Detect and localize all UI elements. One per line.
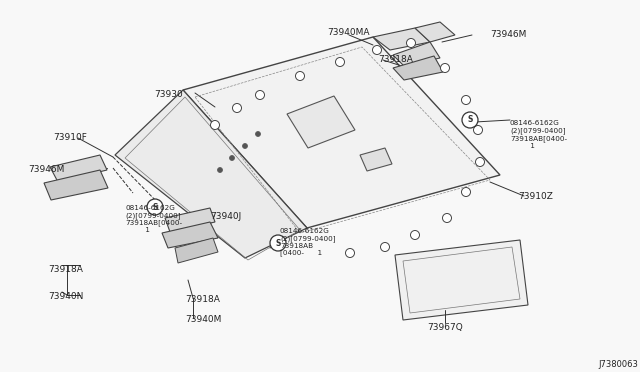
Text: 73918A: 73918A xyxy=(378,55,413,64)
Circle shape xyxy=(211,121,220,129)
Polygon shape xyxy=(50,155,107,182)
Text: 73930: 73930 xyxy=(154,90,183,99)
Polygon shape xyxy=(395,240,528,320)
Polygon shape xyxy=(44,170,108,200)
Text: 73940N: 73940N xyxy=(48,292,83,301)
Polygon shape xyxy=(373,28,430,50)
Text: S: S xyxy=(152,202,157,212)
Text: 08146-6162G
(2)[0799-0400]
73918AB[0400-
         1: 08146-6162G (2)[0799-0400] 73918AB[0400-… xyxy=(510,120,567,148)
Circle shape xyxy=(461,96,470,105)
Text: 73946M: 73946M xyxy=(490,30,526,39)
Text: 73967Q: 73967Q xyxy=(427,323,463,332)
Circle shape xyxy=(440,64,449,73)
Circle shape xyxy=(474,125,483,135)
Polygon shape xyxy=(165,208,215,232)
Text: 73940MA: 73940MA xyxy=(327,28,369,37)
Circle shape xyxy=(296,71,305,80)
Polygon shape xyxy=(393,56,443,80)
Text: 73946M: 73946M xyxy=(28,165,65,174)
Text: 73918A: 73918A xyxy=(48,265,83,274)
Circle shape xyxy=(255,90,264,99)
Text: 73940M: 73940M xyxy=(185,315,221,324)
Circle shape xyxy=(270,235,286,251)
Circle shape xyxy=(147,199,163,215)
Polygon shape xyxy=(183,37,500,228)
Polygon shape xyxy=(415,22,455,42)
Text: 73910Z: 73910Z xyxy=(518,192,553,201)
Circle shape xyxy=(410,231,419,240)
Polygon shape xyxy=(115,90,307,258)
Circle shape xyxy=(255,131,260,137)
Text: J7380063: J7380063 xyxy=(598,360,638,369)
Circle shape xyxy=(406,38,415,48)
Text: S: S xyxy=(275,238,281,247)
Circle shape xyxy=(442,214,451,222)
Circle shape xyxy=(232,103,241,112)
Text: 08146-6162G
(2)[0799-0400]
73918AB[0400-
         1: 08146-6162G (2)[0799-0400] 73918AB[0400-… xyxy=(125,205,182,234)
Circle shape xyxy=(461,187,470,196)
Text: 73918A: 73918A xyxy=(185,295,220,304)
Text: 08146-6162G
(2)[0799-0400]
73918AB
[0400-      1: 08146-6162G (2)[0799-0400] 73918AB [0400… xyxy=(280,228,335,257)
Circle shape xyxy=(230,155,234,160)
Circle shape xyxy=(218,167,223,173)
Polygon shape xyxy=(360,148,392,171)
Circle shape xyxy=(476,157,484,167)
Text: 73940J: 73940J xyxy=(210,212,241,221)
Circle shape xyxy=(335,58,344,67)
Text: S: S xyxy=(467,115,473,125)
Circle shape xyxy=(346,248,355,257)
Polygon shape xyxy=(393,42,440,66)
Text: 73910F: 73910F xyxy=(53,133,87,142)
Circle shape xyxy=(381,243,390,251)
Polygon shape xyxy=(175,238,218,263)
Circle shape xyxy=(243,144,248,148)
Polygon shape xyxy=(162,222,218,248)
Polygon shape xyxy=(287,96,355,148)
Circle shape xyxy=(462,112,478,128)
Circle shape xyxy=(372,45,381,55)
